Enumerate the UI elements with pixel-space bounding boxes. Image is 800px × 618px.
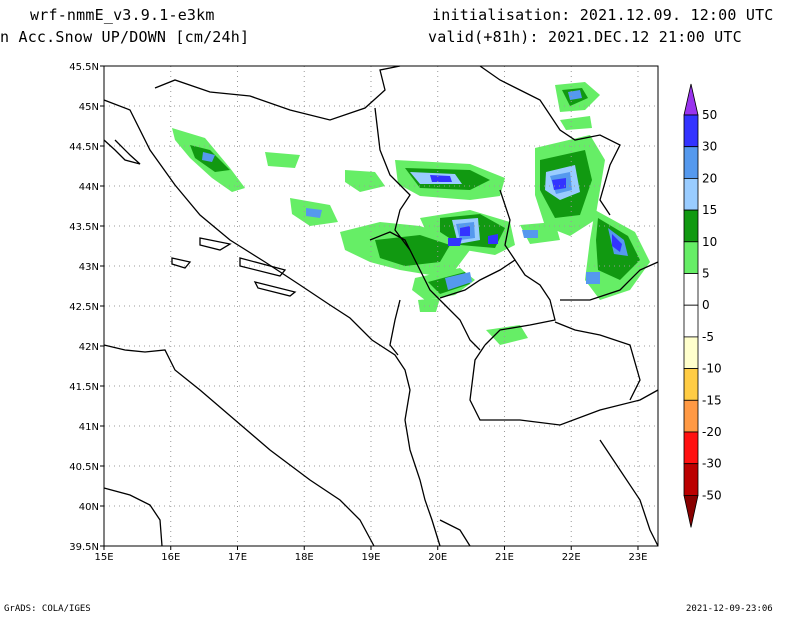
valid-time: valid(+81h): 2021.DEC.12 21:00 UTC <box>428 28 742 46</box>
colorbar-label: 5 <box>702 267 710 281</box>
colorbar-swatch <box>683 399 699 433</box>
lat-tick-label: 42.5N <box>69 302 99 313</box>
colorbar-swatch <box>683 209 699 243</box>
colorbar-swatch <box>683 241 699 274</box>
timestamp: 2021-12-09-23:06 <box>686 604 773 614</box>
colorbar-top-arrow <box>683 83 699 116</box>
lon-tick-label: 15E <box>94 552 113 563</box>
coastlines-borders <box>103 65 659 547</box>
colorbar-swatch <box>683 431 699 465</box>
lat-tick-label: 43N <box>79 262 99 273</box>
lat-tick-label: 40.5N <box>69 462 99 473</box>
lat-tick-label: 43.5N <box>69 222 99 233</box>
colorbar-label: -30 <box>702 457 722 471</box>
colorbar-label: 30 <box>702 140 717 154</box>
field-title: n Acc.Snow UP/DOWN [cm/24h] <box>0 28 250 46</box>
lon-tick-label: 21E <box>495 552 514 563</box>
lat-tick-labels: 45.5N 45N 44.5N 44N 43.5N 43N 42.5N 42N 41.5N 41N… <box>69 62 104 553</box>
lat-tick-label: 40N <box>79 502 99 513</box>
lat-tick-label: 45N <box>79 102 99 113</box>
colorbar-swatch <box>683 304 699 338</box>
lon-tick-label: 17E <box>228 552 247 563</box>
colorbar-label: 20 <box>702 171 717 185</box>
grads-credit: GrADS: COLA/IGES <box>4 604 91 614</box>
colorbar-swatch <box>683 463 699 496</box>
lat-tick-label: 42N <box>79 342 99 353</box>
lat-tick-label: 41N <box>79 422 99 433</box>
init-time: initialisation: 2021.12.09. 12:00 UTC <box>432 6 774 24</box>
snow-field <box>172 82 650 345</box>
colorbar-label: -15 <box>702 393 722 407</box>
colorbar-bottom-arrow <box>683 495 699 528</box>
colorbar-label: -50 <box>702 488 722 502</box>
lon-tick-label: 20E <box>428 552 447 563</box>
colorbar-swatch <box>683 273 699 306</box>
lon-tick-label: 18E <box>295 552 314 563</box>
lon-tick-label: 22E <box>562 552 581 563</box>
colorbar-label: -20 <box>702 425 722 439</box>
map-grid <box>104 66 658 546</box>
colorbar-label: 10 <box>702 235 717 249</box>
colorbar-swatch <box>683 336 699 369</box>
colorbar-swatch <box>683 177 699 211</box>
colorbar-swatch <box>683 114 699 148</box>
colorbar-label: 15 <box>702 203 717 217</box>
lat-tick-label: 39.5N <box>69 542 99 553</box>
lat-tick-label: 41.5N <box>69 382 99 393</box>
lon-tick-label: 23E <box>628 552 647 563</box>
colorbar-swatch <box>683 146 699 179</box>
colorbar-label: -5 <box>702 330 714 344</box>
lon-tick-label: 19E <box>361 552 380 563</box>
lat-tick-label: 44.5N <box>69 142 99 153</box>
colorbar-label: 50 <box>702 108 717 122</box>
colorbar-label: -10 <box>702 362 722 376</box>
colorbar-swatch <box>683 368 699 401</box>
lat-tick-label: 44N <box>79 182 99 193</box>
model-title: wrf-nmmE_v3.9.1-e3km <box>30 6 215 24</box>
lat-tick-label: 45.5N <box>69 62 99 73</box>
lon-tick-label: 16E <box>161 552 180 563</box>
colorbar-label: 0 <box>702 298 710 312</box>
lon-tick-labels: 15E 16E 17E 18E 19E 20E 21E 22E 23E <box>94 546 647 563</box>
